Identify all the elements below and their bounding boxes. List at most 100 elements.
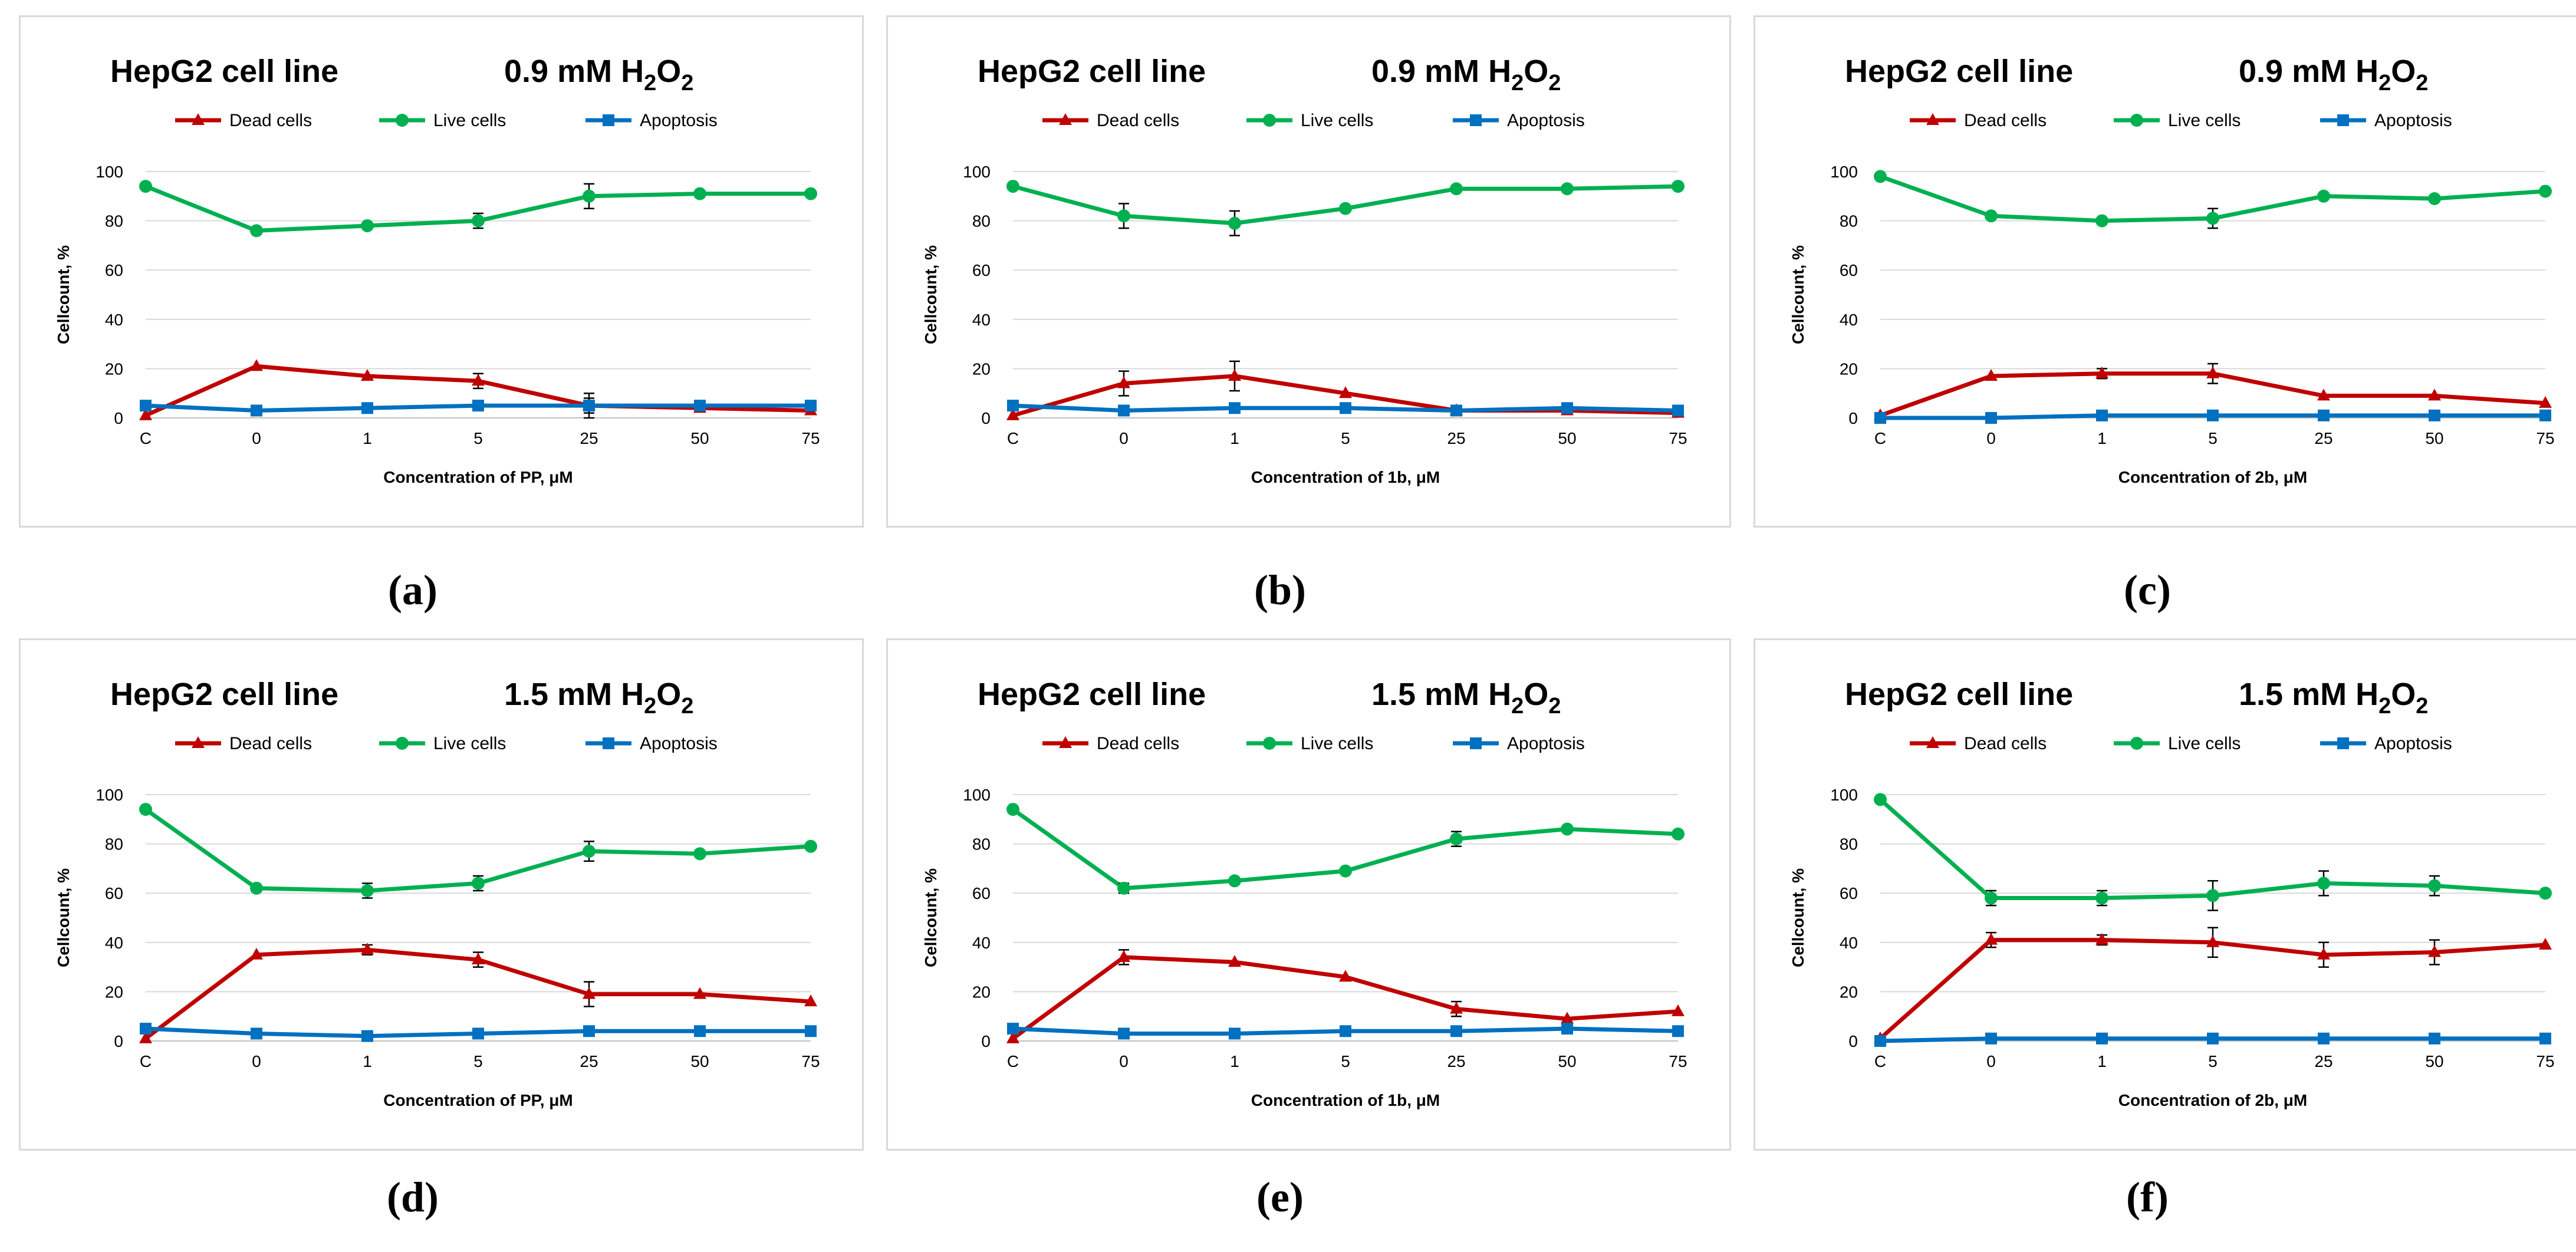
data-point <box>804 839 817 853</box>
data-point <box>140 1023 152 1035</box>
data-point <box>139 1031 152 1043</box>
x-tick-label: 25 <box>1447 1052 1465 1070</box>
x-tick-label: 5 <box>2208 1052 2218 1070</box>
treatment-sub: 2 <box>2378 694 2391 719</box>
data-point <box>361 1030 373 1042</box>
x-tick-label: 1 <box>363 1052 372 1070</box>
legend-marker <box>1059 736 1072 748</box>
data-point <box>1117 881 1130 895</box>
data-point <box>472 400 484 412</box>
y-axis-label: Cellcount, % <box>1789 868 1807 967</box>
y-tick-label: 20 <box>1840 983 1858 1001</box>
y-tick-label: 60 <box>105 261 123 279</box>
y-tick-label: 20 <box>972 983 991 1001</box>
series-apoptosis <box>140 397 817 417</box>
data-point <box>2539 184 2552 198</box>
y-tick-label: 100 <box>963 163 991 181</box>
y-tick-label: 60 <box>1840 261 1858 279</box>
legend-entry: Live cells <box>2114 734 2241 753</box>
data-point <box>2317 189 2330 203</box>
legend-entry: Dead cells <box>1910 111 2047 130</box>
x-tick-label: 75 <box>801 429 820 447</box>
legend-entry: Live cells <box>2114 111 2241 130</box>
legend-label: Live cells <box>1301 734 1373 753</box>
treatment-sub: 2 <box>681 694 693 719</box>
y-tick-label: 60 <box>972 884 991 902</box>
data-point <box>2428 388 2441 401</box>
x-axis-label: Concentration of PP, μM <box>383 1091 573 1109</box>
treatment-sub: 2 <box>1511 71 1524 95</box>
data-point <box>1561 402 1573 414</box>
treatment-prefix: 0.9 mM H <box>1371 54 1511 89</box>
legend-marker <box>2130 737 2143 750</box>
x-tick-label: 0 <box>252 429 261 447</box>
data-point <box>1340 1025 1351 1037</box>
legend-marker <box>2130 114 2143 127</box>
data-point <box>472 374 485 386</box>
data-point <box>2428 945 2441 957</box>
legend-label: Dead cells <box>1964 734 2047 753</box>
data-point <box>472 214 485 228</box>
series-apoptosis <box>1874 1032 2551 1047</box>
data-point <box>2095 214 2108 228</box>
legend-entry: Dead cells <box>175 111 312 130</box>
y-tick-label: 20 <box>105 983 123 1001</box>
legend-label: Dead cells <box>229 111 312 130</box>
treatment-sub: 2 <box>2378 71 2391 95</box>
treatment-mid: O <box>2391 54 2416 89</box>
x-tick-label: 1 <box>1230 429 1239 447</box>
legend-marker <box>1470 114 1482 126</box>
data-point <box>250 881 263 895</box>
data-point <box>1340 402 1351 414</box>
data-point <box>805 400 817 412</box>
data-point <box>1006 1031 1019 1043</box>
x-tick-label: 5 <box>1341 429 1350 447</box>
y-tick-label: 100 <box>96 786 123 804</box>
legend-entry: Apoptosis <box>2320 111 2452 130</box>
data-point <box>583 400 595 412</box>
data-point <box>1117 209 1130 223</box>
legend-label: Dead cells <box>1097 734 1179 753</box>
y-tick-label: 0 <box>981 1032 991 1050</box>
data-point <box>1672 404 1684 417</box>
treatment-label: 0.9 mM H2O2 <box>2239 54 2428 95</box>
data-point <box>583 189 596 203</box>
x-tick-label: 50 <box>690 1052 709 1070</box>
x-tick-label: 1 <box>2097 429 2107 447</box>
treatment-mid: O <box>656 54 681 89</box>
data-point <box>2317 388 2330 401</box>
x-tick-label: C <box>1007 429 1019 447</box>
treatment-mid: O <box>656 677 681 712</box>
data-point <box>251 404 262 417</box>
data-point <box>693 847 706 861</box>
data-point <box>361 943 374 955</box>
legend-entry: Dead cells <box>1042 734 1179 753</box>
data-point <box>2428 879 2441 892</box>
panel-caption-d: (d) <box>387 1174 439 1221</box>
data-point <box>2539 1032 2551 1045</box>
series-live-cells <box>1874 170 2552 229</box>
data-point <box>1228 874 1241 888</box>
data-point <box>139 803 152 816</box>
data-point <box>2539 887 2552 900</box>
data-point <box>1874 412 1886 424</box>
y-tick-label: 60 <box>972 261 991 279</box>
data-point <box>2428 192 2441 205</box>
x-tick-label: 0 <box>1986 1052 1996 1070</box>
series-apoptosis <box>1007 400 1684 417</box>
data-point <box>1561 1023 1573 1035</box>
data-point <box>472 1027 484 1040</box>
data-point <box>805 1025 817 1037</box>
data-point <box>583 845 596 858</box>
data-point <box>2539 396 2552 408</box>
data-point <box>2096 1032 2108 1045</box>
data-point <box>1229 402 1241 414</box>
series-apoptosis <box>1007 1023 1684 1040</box>
legend-entry: Dead cells <box>175 734 312 753</box>
legend-label: Live cells <box>2168 111 2241 130</box>
chart-title: HepG2 cell line <box>1845 677 2073 712</box>
series-dead-cells <box>139 943 817 1043</box>
data-point <box>1117 376 1130 388</box>
